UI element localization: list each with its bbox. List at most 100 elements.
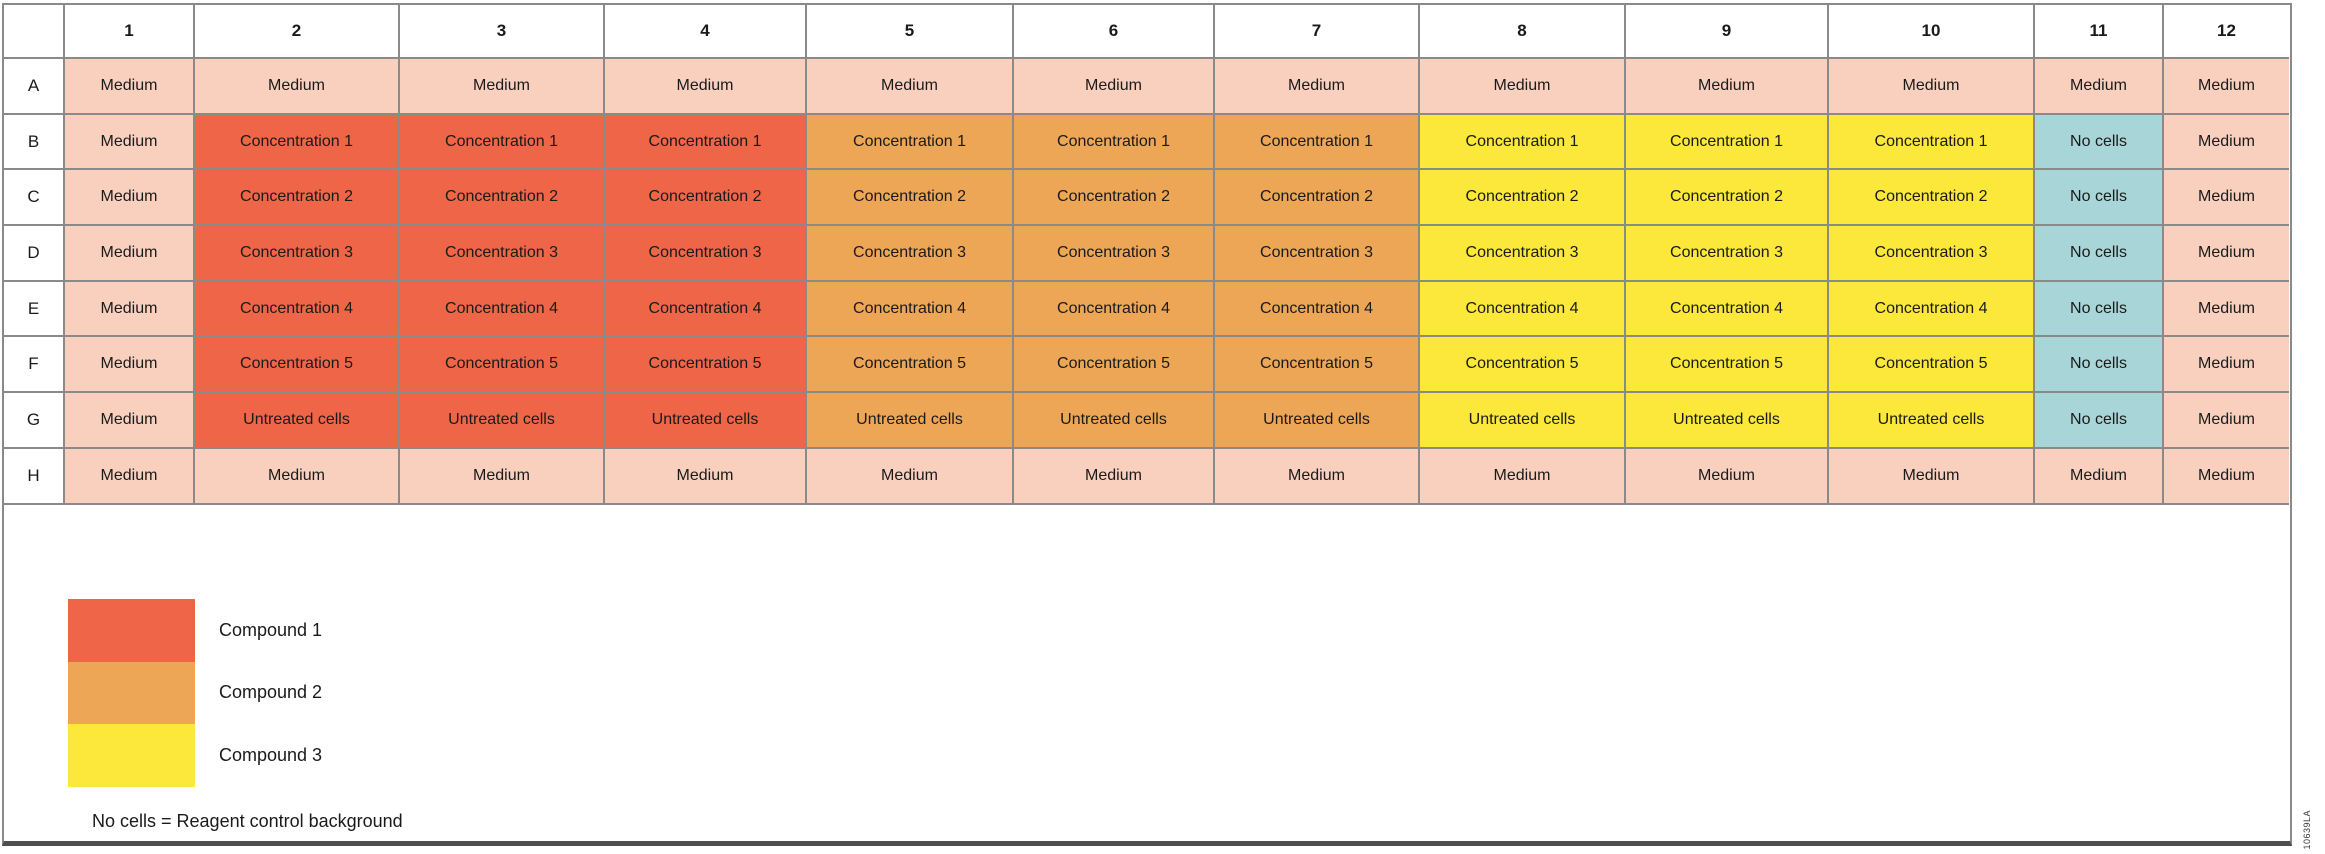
legend-label-compound2: Compound 2	[219, 682, 323, 703]
well-G8: Untreated cells	[1420, 393, 1626, 449]
well-C11: No cells	[2035, 170, 2164, 227]
well-H12: Medium	[2164, 448, 2289, 505]
well-A10: Medium	[1829, 59, 2035, 115]
well-C6: Concentration 2	[1014, 170, 1215, 227]
well-A9: Medium	[1626, 59, 1829, 115]
row-header-H: H	[4, 448, 65, 505]
well-D9: Concentration 3	[1626, 226, 1829, 282]
legend-swatch-compound1	[68, 599, 195, 662]
row-header-A: A	[4, 59, 65, 115]
row-header-C: C	[4, 170, 65, 227]
well-C5: Concentration 2	[807, 170, 1014, 227]
well-D2: Concentration 3	[195, 226, 400, 282]
legend-row: Compound 2	[68, 661, 323, 724]
corner-cell	[4, 5, 65, 59]
well-E12: Medium	[2164, 281, 2289, 338]
well-C9: Concentration 2	[1626, 170, 1829, 227]
legend-swatch-compound2	[68, 661, 195, 724]
row-header-D: D	[4, 226, 65, 282]
well-A6: Medium	[1014, 59, 1215, 115]
column-header-7: 7	[1215, 5, 1420, 59]
legend-row: Compound 3	[68, 724, 322, 787]
well-G4: Untreated cells	[605, 393, 807, 449]
well-F8: Concentration 5	[1420, 337, 1626, 394]
well-H11: Medium	[2035, 448, 2164, 505]
well-D11: No cells	[2035, 226, 2164, 282]
well-G9: Untreated cells	[1626, 393, 1829, 449]
well-G2: Untreated cells	[195, 393, 400, 449]
well-B1: Medium	[65, 114, 195, 171]
well-E3: Concentration 4	[400, 281, 605, 338]
well-G1: Medium	[65, 393, 195, 449]
well-F9: Concentration 5	[1626, 337, 1829, 394]
well-H2: Medium	[195, 448, 400, 505]
well-F12: Medium	[2164, 337, 2289, 394]
well-E1: Medium	[65, 281, 195, 338]
well-D12: Medium	[2164, 226, 2289, 282]
column-header-8: 8	[1420, 5, 1626, 59]
well-H1: Medium	[65, 448, 195, 505]
well-H5: Medium	[807, 448, 1014, 505]
column-header-10: 10	[1829, 5, 2035, 59]
well-D10: Concentration 3	[1829, 226, 2035, 282]
well-B12: Medium	[2164, 114, 2289, 171]
well-D1: Medium	[65, 226, 195, 282]
well-A4: Medium	[605, 59, 807, 115]
well-F3: Concentration 5	[400, 337, 605, 394]
well-C3: Concentration 2	[400, 170, 605, 227]
well-D7: Concentration 3	[1215, 226, 1420, 282]
well-A5: Medium	[807, 59, 1014, 115]
row-header-B: B	[4, 114, 65, 171]
column-header-3: 3	[400, 5, 605, 59]
well-B9: Concentration 1	[1626, 114, 1829, 171]
no-cells-note: No cells = Reagent control background	[92, 811, 403, 831]
well-H6: Medium	[1014, 448, 1215, 505]
well-E10: Concentration 4	[1829, 281, 2035, 338]
well-A7: Medium	[1215, 59, 1420, 115]
well-B5: Concentration 1	[807, 114, 1014, 171]
column-header-1: 1	[65, 5, 195, 59]
column-header-12: 12	[2164, 5, 2289, 59]
well-F1: Medium	[65, 337, 195, 394]
legend-label-compound3: Compound 3	[219, 744, 323, 765]
well-E5: Concentration 4	[807, 281, 1014, 338]
row-header-G: G	[4, 393, 65, 449]
well-B11: No cells	[2035, 114, 2164, 171]
well-F7: Concentration 5	[1215, 337, 1420, 394]
well-plate-grid: 1 2 3 4 5 6 7 8 9 10 11 12 A Medium Medium Medium Medium…	[4, 5, 2289, 505]
well-E9: Concentration 4	[1626, 281, 1829, 338]
well-G7: Untreated cells	[1215, 393, 1420, 449]
column-header-6: 6	[1014, 5, 1215, 59]
well-E8: Concentration 4	[1420, 281, 1626, 338]
well-F2: Concentration 5	[195, 337, 400, 394]
document-id-vertical-text: 10639LA	[2302, 810, 2312, 850]
well-A2: Medium	[195, 59, 400, 115]
well-F10: Concentration 5	[1829, 337, 2035, 394]
well-G3: Untreated cells	[400, 393, 605, 449]
well-C1: Medium	[65, 170, 195, 227]
well-E4: Concentration 4	[605, 281, 807, 338]
column-header-4: 4	[605, 5, 807, 59]
well-G5: Untreated cells	[807, 393, 1014, 449]
well-D5: Concentration 3	[807, 226, 1014, 282]
well-H10: Medium	[1829, 448, 2035, 505]
well-E7: Concentration 4	[1215, 281, 1420, 338]
well-B2: Concentration 1	[195, 114, 400, 171]
well-E2: Concentration 4	[195, 281, 400, 338]
well-B7: Concentration 1	[1215, 114, 1420, 171]
well-B8: Concentration 1	[1420, 114, 1626, 171]
well-C10: Concentration 2	[1829, 170, 2035, 227]
well-C8: Concentration 2	[1420, 170, 1626, 227]
well-G10: Untreated cells	[1829, 393, 2035, 449]
well-H7: Medium	[1215, 448, 1420, 505]
row-header-F: F	[4, 337, 65, 394]
well-B3: Concentration 1	[400, 114, 605, 171]
well-A3: Medium	[400, 59, 605, 115]
well-C4: Concentration 2	[605, 170, 807, 227]
legend-row: Compound 1	[68, 599, 322, 662]
well-A8: Medium	[1420, 59, 1626, 115]
well-E6: Concentration 4	[1014, 281, 1215, 338]
row-header-E: E	[4, 281, 65, 338]
well-G6: Untreated cells	[1014, 393, 1215, 449]
well-F5: Concentration 5	[807, 337, 1014, 394]
